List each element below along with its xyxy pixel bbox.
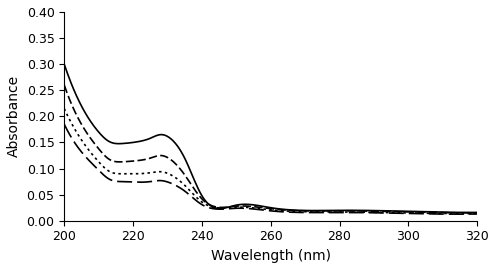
X-axis label: Wavelength (nm): Wavelength (nm): [211, 249, 331, 263]
Y-axis label: Absorbance: Absorbance: [7, 75, 21, 157]
